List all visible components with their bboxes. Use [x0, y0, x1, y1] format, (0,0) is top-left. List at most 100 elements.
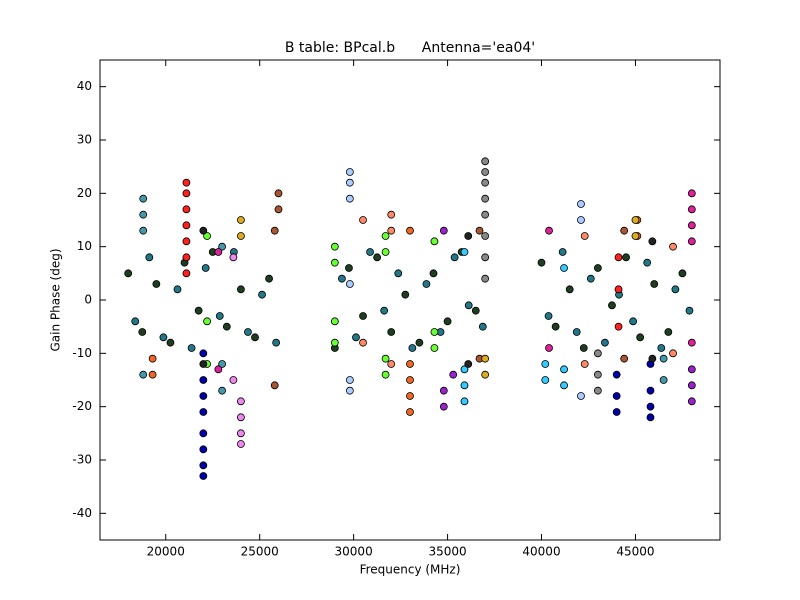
scatter-point: [152, 280, 161, 288]
scatter-point: [265, 274, 273, 283]
scatter-point: [464, 301, 473, 310]
scatter-point: [139, 370, 148, 379]
scatter-point: [366, 248, 374, 256]
scatter-point: [218, 386, 227, 395]
scatter-point: [214, 248, 223, 256]
x-tick-label: 25000: [241, 545, 279, 559]
scatter-point: [572, 328, 581, 336]
scatter-point: [460, 381, 469, 390]
scatter-point: [537, 258, 546, 267]
scatter-point: [481, 210, 490, 219]
scatter-point: [478, 322, 487, 331]
scatter-point: [422, 280, 431, 288]
scatter-point: [586, 274, 595, 283]
scatter-point: [631, 216, 640, 224]
scatter-point: [387, 328, 396, 336]
scatter-point: [237, 232, 245, 240]
scatter-point: [237, 440, 245, 448]
scatter-point: [182, 269, 191, 278]
scatter-point: [272, 338, 281, 347]
scatter-point: [439, 386, 448, 395]
scatter-point: [270, 226, 279, 235]
scatter-point: [449, 370, 458, 379]
scatter-point: [636, 333, 645, 342]
scatter-point: [270, 381, 279, 390]
x-axis-label: Frequency (MHz): [360, 563, 461, 577]
scatter-point: [643, 258, 652, 267]
scatter-point: [406, 226, 414, 235]
scatter-point: [124, 269, 133, 278]
scatter-point: [580, 232, 589, 240]
scatter-point: [620, 226, 629, 235]
scatter-point: [541, 360, 550, 368]
scatter-point: [579, 344, 588, 352]
scatter-point: [560, 365, 568, 374]
scatter-point: [678, 269, 687, 278]
scatter-point: [687, 189, 696, 198]
scatter-point: [359, 216, 367, 224]
scatter-point: [622, 253, 630, 262]
scatter-point: [593, 264, 602, 272]
scatter-point: [345, 178, 354, 187]
scatter-point: [345, 168, 354, 176]
scatter-point: [199, 408, 208, 416]
scatter-point: [203, 317, 211, 326]
plot-points: [124, 157, 696, 480]
scatter-point: [406, 360, 414, 368]
scatter-point: [406, 392, 414, 400]
scatter-point: [687, 365, 696, 374]
scatter-point: [687, 205, 696, 214]
y-tick-label: 30: [77, 133, 92, 147]
scatter-point: [373, 253, 382, 262]
scatter-point: [565, 285, 574, 294]
scatter-point: [330, 258, 339, 267]
scatter-point: [345, 376, 354, 384]
y-tick-label: 10: [77, 239, 92, 253]
scatter-point: [646, 413, 655, 422]
scatter-point: [481, 168, 490, 176]
scatter-point: [481, 370, 490, 379]
scatter-point: [258, 290, 266, 299]
scatter-point: [381, 232, 390, 240]
x-tick-label: 30000: [335, 545, 373, 559]
scatter-point: [237, 397, 245, 406]
y-tick-label: 0: [84, 293, 92, 307]
y-tick-label: -30: [72, 453, 92, 467]
scatter-point: [541, 376, 550, 384]
scatter-point: [593, 386, 602, 395]
scatter-point: [648, 354, 657, 363]
scatter-point: [614, 253, 623, 262]
scatter-point: [612, 392, 621, 400]
scatter-point: [481, 194, 490, 203]
scatter-point: [159, 333, 168, 342]
scatter-point: [139, 210, 148, 219]
scatter-point: [218, 242, 227, 251]
scatter-point: [659, 376, 668, 384]
scatter-point: [612, 408, 621, 416]
y-tick-label: -40: [72, 506, 92, 520]
scatter-point: [544, 312, 553, 320]
y-tick-label: -10: [72, 346, 92, 360]
scatter-point: [612, 370, 621, 379]
scatter-point: [614, 285, 623, 294]
scatter-point: [577, 200, 585, 208]
scatter-point: [166, 338, 175, 347]
scatter-point: [481, 157, 490, 166]
scatter-point: [337, 274, 346, 283]
scatter-point: [139, 194, 148, 203]
scatter-point: [237, 413, 245, 422]
scatter-point: [380, 306, 389, 315]
scatter-point: [274, 189, 283, 198]
y-tick-label: 20: [77, 186, 92, 200]
y-tick-label: 40: [77, 79, 92, 93]
scatter-point: [669, 242, 677, 251]
scatter-point: [629, 317, 638, 326]
scatter-point: [215, 312, 224, 320]
scatter-point: [593, 370, 602, 379]
scatter-point: [430, 328, 439, 336]
scatter-point: [244, 328, 252, 336]
scatter-point: [481, 253, 490, 262]
